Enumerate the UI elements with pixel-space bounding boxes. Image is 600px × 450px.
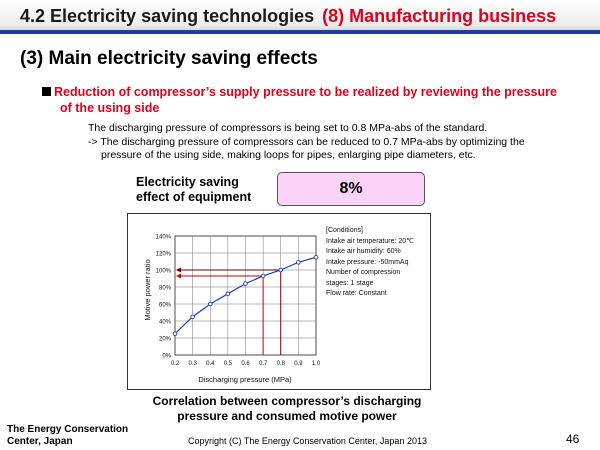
body-line2: -> The discharging pressure of compresso…: [88, 135, 525, 148]
caption-line1: Correlation between compressor’s dischar…: [152, 394, 422, 408]
header-rule: [0, 30, 600, 34]
y-tick-label: 80%: [159, 286, 172, 292]
condition-line: Intake air humidity: 60%: [326, 248, 401, 255]
caption-line2: pressure and consumed motive power: [177, 409, 397, 423]
y-tick-label: 100%: [156, 269, 172, 275]
data-point: [243, 281, 248, 286]
data-point: [172, 331, 178, 336]
effect-label-line2: effect of equipment: [136, 190, 252, 204]
highlight-arrowhead: [176, 267, 181, 273]
bullet-point: Reduction of compressor’s supply pressur…: [42, 84, 582, 116]
x-tick-label: 0.6: [241, 361, 250, 367]
footer-organization: The Energy Conservation Center, Japan: [7, 424, 128, 448]
y-axis-label: Motive power ratio: [143, 259, 152, 320]
condition-line: Flow rate: Constant: [326, 290, 387, 297]
footer-copyright: Copyright (C) The Energy Conservation Ce…: [188, 436, 427, 446]
conditions-box: [Conditions] Intake air temperature: 20℃ I…: [326, 226, 426, 300]
business-title: (8) Manufacturing business: [322, 6, 557, 26]
y-tick-label: 40%: [159, 320, 172, 326]
data-point: [278, 267, 283, 273]
condition-line: Number of compression: [326, 269, 401, 276]
slide-header: 4.2 Electricity saving technologies (8) M…: [0, 0, 600, 30]
x-tick-label: 0.3: [188, 361, 197, 367]
x-tick-label: 0.9: [294, 361, 303, 367]
chart-caption: Correlation between compressor’s dischar…: [127, 394, 447, 424]
x-tick-label: 0.8: [277, 361, 286, 367]
body-line3: pressure of the using side, making loops…: [101, 149, 476, 161]
condition-line: Intake air temperature: 20℃: [326, 237, 415, 245]
data-point: [313, 255, 319, 260]
y-tick-label: 60%: [159, 303, 172, 309]
y-tick-label: 0%: [162, 354, 171, 360]
effect-value-box: 8%: [277, 172, 425, 206]
condition-line: Intake pressure: -50mmAq: [326, 258, 409, 266]
effect-label-line1: Electricity saving: [136, 175, 239, 189]
chart-frame: Motive power ratio Discharging pressure …: [127, 213, 431, 390]
y-tick-label: 140%: [156, 235, 172, 241]
condition-line: stages: 1 stage: [326, 279, 374, 287]
y-tick-label: 120%: [156, 252, 172, 258]
y-tick-label: 20%: [159, 337, 172, 343]
x-tick-label: 1.0: [312, 361, 321, 367]
x-tick-label: 0.4: [206, 361, 215, 367]
pressure-power-chart: Motive power ratio Discharging pressure …: [143, 235, 321, 385]
data-point: [296, 260, 301, 265]
section-title: 4.2 Electricity saving technologies: [20, 6, 315, 26]
page-number: 46: [566, 432, 580, 446]
condition-line: [Conditions]: [326, 227, 363, 234]
bullet-text-line2: of the using side: [60, 101, 160, 115]
effect-label: Electricity saving effect of equipment: [136, 175, 286, 205]
body-paragraph: The discharging pressure of compressors …: [88, 122, 588, 163]
data-point: [207, 301, 213, 307]
x-tick-label: 0.7: [259, 361, 268, 367]
data-point: [225, 291, 231, 297]
x-tick-label: 0.5: [224, 361, 233, 367]
page-subtitle: (3) Main electricity saving effects: [20, 48, 318, 69]
body-line1: The discharging pressure of compressors …: [88, 122, 488, 134]
highlight-arrowhead: [176, 273, 181, 279]
bullet-text-line1: Reduction of compressor’s supply pressur…: [54, 85, 557, 99]
data-point: [190, 314, 195, 319]
footer-org-line2: Center, Japan: [7, 436, 73, 447]
header-title: 4.2 Electricity saving technologies (8) M…: [20, 6, 556, 27]
x-axis-label: Discharging pressure (MPa): [198, 375, 292, 384]
footer-org-line1: The Energy Conservation: [7, 424, 129, 435]
x-tick-label: 0.2: [171, 361, 180, 367]
data-point: [260, 273, 266, 279]
square-bullet-icon: [42, 87, 51, 96]
